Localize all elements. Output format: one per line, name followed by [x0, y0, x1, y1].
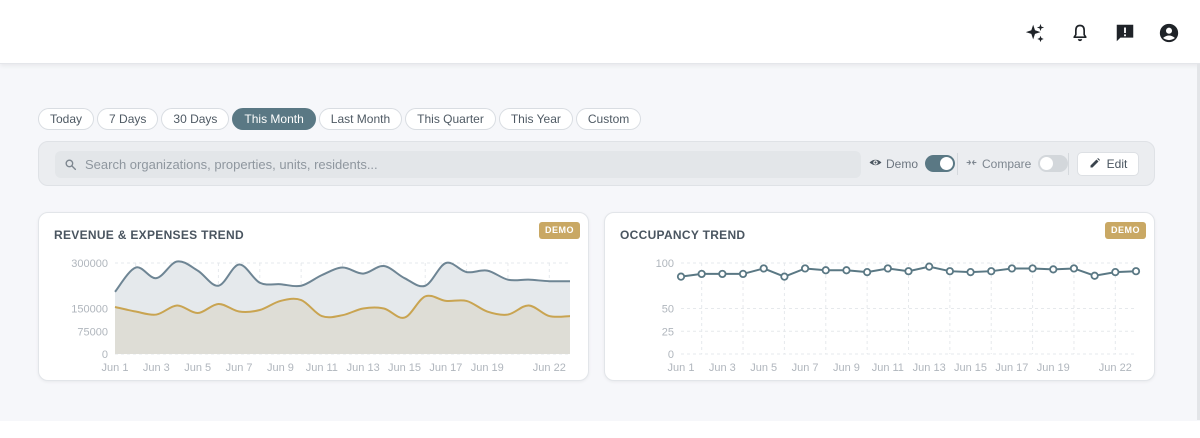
- data-point: [1131, 267, 1141, 276]
- divider: [1068, 153, 1069, 175]
- y-tick-label: 150000: [71, 304, 108, 316]
- data-point: [718, 269, 727, 279]
- data-point: [1049, 265, 1058, 274]
- y-tick-label: 0: [102, 349, 108, 361]
- occupancy-card: OCCUPANCY TREND DEMO 0 25 50 100 Jun 1 Jun 3 J…: [604, 212, 1155, 381]
- data-point: [863, 267, 872, 277]
- compare-toggle[interactable]: [1038, 155, 1069, 172]
- x-tick-label: Jun 7: [226, 362, 253, 374]
- x-tick-label: Jun 5: [750, 362, 777, 374]
- data-point: [1007, 264, 1017, 273]
- x-tick-label: Jun 1: [668, 362, 695, 374]
- date-range-chip[interactable]: 30 Days: [161, 108, 230, 130]
- demo-badge: DEMO: [1105, 222, 1146, 239]
- x-tick-label: Jun 15: [954, 362, 987, 374]
- account-icon[interactable]: [1156, 20, 1182, 46]
- date-range-chip[interactable]: Custom: [575, 108, 642, 130]
- data-point: [676, 272, 686, 281]
- edit-button[interactable]: Edit: [1077, 152, 1139, 176]
- date-range-selector: Today 7 Days 30 Days This Month Last Month Th…: [38, 108, 642, 130]
- y-tick-label: 50: [662, 304, 674, 316]
- revenue-series-line: [114, 260, 571, 293]
- pencil-icon: [1089, 157, 1101, 172]
- compare-icon: [965, 156, 978, 172]
- x-tick-label: Jun 22: [533, 362, 566, 374]
- data-point: [821, 266, 830, 275]
- data-point: [883, 264, 892, 273]
- x-tick-label: Jun 19: [471, 362, 504, 374]
- expenses-series-line: [114, 294, 571, 319]
- data-point: [1028, 264, 1037, 273]
- date-range-chip[interactable]: 7 Days: [97, 108, 159, 130]
- filter-bar: Demo Compare Edit: [38, 141, 1155, 186]
- x-tick-label: Jun 11: [872, 362, 904, 374]
- data-point: [1069, 264, 1079, 273]
- x-tick-label: Jun 3: [143, 362, 170, 374]
- data-point: [1111, 267, 1120, 277]
- date-range-chip[interactable]: Last Month: [318, 108, 403, 130]
- data-point: [738, 269, 748, 279]
- eye-icon: [869, 156, 882, 172]
- data-point: [1090, 271, 1099, 280]
- edit-label: Edit: [1106, 157, 1128, 171]
- sparkles-icon[interactable]: [1022, 20, 1048, 46]
- demo-toggle-group: Demo: [869, 155, 956, 172]
- x-tick-label: Jun 9: [833, 362, 860, 374]
- data-point: [945, 267, 954, 276]
- y-tick-label: 25: [662, 326, 674, 338]
- x-tick-label: Jun 17: [995, 362, 1028, 374]
- y-tick-label: 300000: [71, 258, 108, 270]
- x-tick-label: Jun 15: [388, 362, 421, 374]
- x-tick-label: Jun 9: [267, 362, 294, 374]
- revenue-expenses-card: REVENUE & EXPENSES TREND DEMO 0 75000 1500…: [38, 212, 589, 381]
- x-tick-label: Jun 13: [347, 362, 380, 374]
- data-point: [697, 269, 706, 279]
- data-point: [904, 267, 913, 276]
- date-range-chip[interactable]: This Year: [498, 108, 573, 130]
- top-bar: [0, 0, 1200, 64]
- occupancy-chart: 0 25 50 100 Jun 1 Jun 3 Jun 5 Jun 7 Jun 9 Jun 11 J…: [656, 258, 1141, 374]
- search-input[interactable]: [85, 151, 845, 178]
- divider: [957, 153, 958, 175]
- feedback-icon[interactable]: [1112, 20, 1138, 46]
- data-point: [987, 267, 996, 276]
- data-point: [759, 264, 768, 273]
- data-point: [780, 272, 789, 281]
- x-tick-label: Jun 13: [913, 362, 946, 374]
- date-range-chip[interactable]: This Quarter: [405, 108, 496, 130]
- date-range-chip[interactable]: This Month: [232, 108, 316, 130]
- data-point: [966, 267, 975, 277]
- search-box: [55, 151, 861, 178]
- x-tick-label: Jun 19: [1037, 362, 1070, 374]
- date-range-chip[interactable]: Today: [38, 108, 95, 130]
- chart-title: REVENUE & EXPENSES TREND: [54, 228, 244, 242]
- x-tick-label: Jun 22: [1099, 362, 1132, 374]
- data-point: [925, 262, 934, 271]
- demo-toggle[interactable]: [925, 155, 956, 172]
- compare-toggle-group: Compare: [965, 155, 1069, 172]
- x-tick-label: Jun 17: [429, 362, 462, 374]
- search-icon: [64, 158, 77, 176]
- x-tick-label: Jun 11: [306, 362, 338, 374]
- x-tick-label: Jun 7: [792, 362, 819, 374]
- chart-title: OCCUPANCY TREND: [620, 228, 746, 242]
- demo-badge: DEMO: [539, 222, 580, 239]
- demo-label: Demo: [886, 156, 919, 171]
- y-tick-label: 100: [656, 258, 674, 270]
- x-tick-label: Jun 5: [184, 362, 211, 374]
- expenses-series-area: [115, 295, 570, 354]
- data-point: [800, 264, 810, 273]
- data-point: [842, 266, 851, 275]
- x-tick-label: Jun 3: [709, 362, 736, 374]
- revenue-expenses-chart: 0 75000 150000 300000 Jun 1 Jun 3 Jun 5 Jun 7 Ju…: [71, 258, 571, 374]
- y-tick-label: 75000: [77, 326, 108, 338]
- compare-label: Compare: [982, 156, 1032, 171]
- x-tick-label: Jun 1: [102, 362, 129, 374]
- footer-strip: [0, 421, 1200, 438]
- bell-icon[interactable]: [1067, 20, 1093, 46]
- scrollbar[interactable]: [1197, 64, 1200, 420]
- y-tick-label: 0: [668, 349, 674, 361]
